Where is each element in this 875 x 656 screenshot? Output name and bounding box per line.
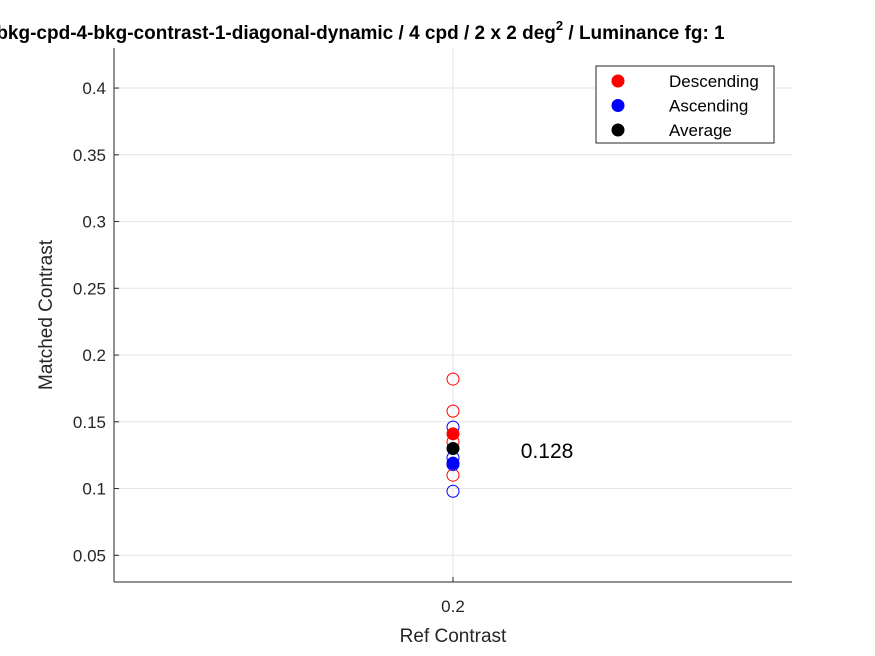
legend-label-average: Average (669, 121, 732, 140)
legend-marker-ascending (611, 99, 625, 112)
trial-point-ascending (446, 484, 460, 498)
mean-point-average (446, 442, 460, 455)
y-tick-label: 0.15 (73, 413, 106, 432)
chart-title: -bkg-cpd-4-bkg-contrast-1-diagonal-dynam… (0, 18, 725, 44)
y-tick-label: 0.1 (82, 480, 106, 499)
legend-label-ascending: Ascending (669, 97, 748, 116)
data-points (446, 372, 460, 498)
trial-point-descending (446, 372, 460, 386)
x-tick-label: 0.2 (441, 597, 465, 616)
y-tick-label: 0.4 (82, 79, 106, 98)
grid (114, 48, 792, 582)
y-tick-label: 0.3 (82, 213, 106, 232)
trial-point-descending (446, 404, 460, 418)
y-tick-label: 0.25 (73, 279, 106, 298)
legend-box (595, 65, 775, 144)
y-tick-label: 0.35 (73, 146, 106, 165)
y-tick-label: 0.2 (82, 346, 106, 365)
chart-title-superscript: 2 (556, 18, 563, 33)
average-value-annotation: 0.128 (521, 440, 574, 463)
y-axis-label: Matched Contrast (36, 239, 57, 390)
legend-label-descending: Descending (669, 72, 759, 91)
x-axis-label: Ref Contrast (400, 626, 507, 647)
chart-title-tail: / Luminance fg: 1 (563, 23, 725, 44)
legend-marker-average (611, 123, 625, 137)
legend-marker-descending (611, 74, 625, 88)
y-tick-label: 0.05 (73, 546, 106, 565)
y-ticks: 0.05 0.1 0.15 0.2 0.25 0.3 0.35 0.4 (73, 79, 119, 565)
x-ticks: 0.2 (441, 577, 465, 616)
chart-title-main: -bkg-cpd-4-bkg-contrast-1-diagonal-dynam… (0, 23, 556, 44)
mean-point-descending (446, 427, 460, 441)
legend: Descending Ascending Average (595, 65, 775, 144)
mean-point-ascending (446, 456, 460, 470)
